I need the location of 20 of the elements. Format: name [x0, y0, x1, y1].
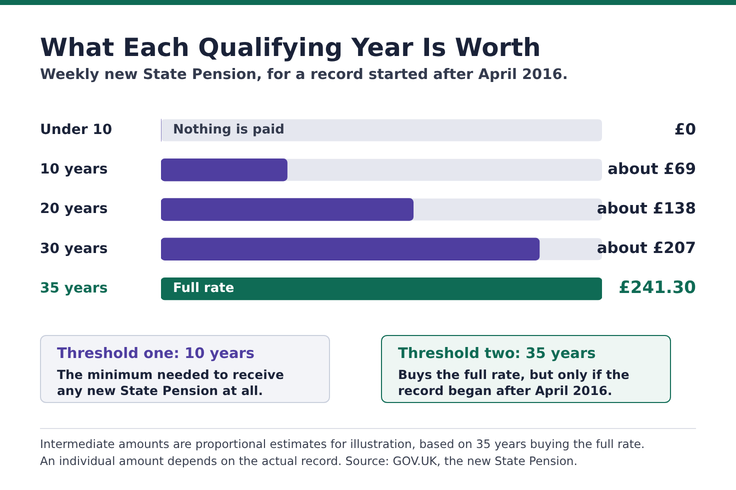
y-tick-label: 35 years [40, 280, 108, 296]
text: An individual amount depends on the actual record. Source: GOV.UK, the new State Pension. [40, 454, 578, 468]
y-tick-label: Under 10 [40, 122, 112, 138]
data-label: £241.30 [618, 278, 696, 298]
data-label: £0 [674, 120, 696, 138]
text: Buys the full rate, but only if the record began after April 2016. [398, 367, 630, 399]
annotation: Nothing is paid [173, 122, 284, 138]
annotation: Full rate [173, 281, 234, 296]
data-label: about £138 [596, 200, 696, 218]
data-label: about £69 [608, 160, 696, 178]
text: The minimum needed to receive any new State Pension at all. [57, 367, 285, 399]
chart-subtitle: Weekly new State Pension, for a record started after April 2016. [40, 67, 568, 83]
y-tick-label: 30 years [40, 240, 108, 257]
y-tick-label: 10 years [40, 162, 108, 178]
y-tick-label: 20 years [40, 201, 108, 218]
chart-title: What Each Qualifying Year Is Worth [40, 33, 541, 62]
text: Threshold two: 35 years [398, 346, 597, 362]
text: Intermediate amounts are proportional estimates for illustration, based on 35 years buying the full rate. [40, 437, 645, 451]
text: Threshold one: 10 years [57, 346, 256, 362]
data-label: about £207 [596, 239, 696, 258]
